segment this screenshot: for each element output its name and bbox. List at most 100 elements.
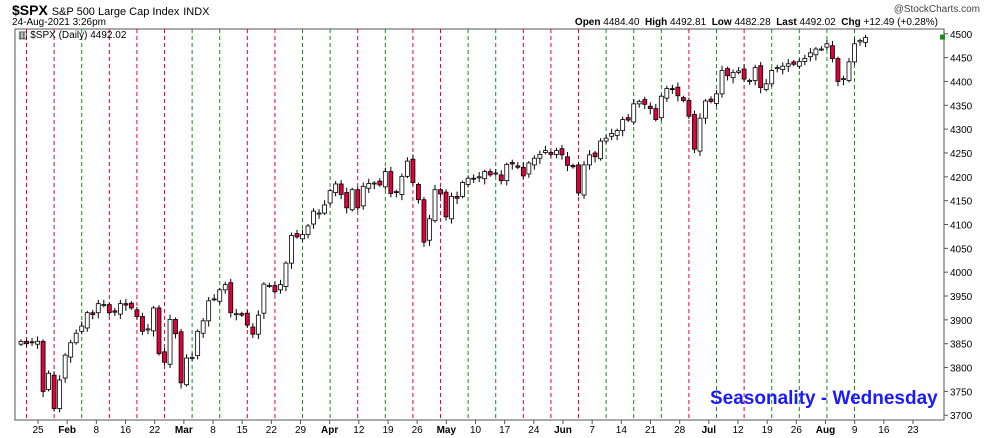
candle-body — [250, 326, 256, 335]
candle-body — [830, 45, 835, 59]
x-tick-label: 19 — [762, 425, 774, 436]
candle-body — [730, 71, 736, 79]
candle-body — [719, 70, 725, 95]
candle-body — [206, 300, 212, 322]
candle-body — [813, 48, 819, 56]
candle-body — [747, 80, 753, 82]
y-tick-label: 4350 — [950, 101, 973, 112]
candle-body — [841, 78, 846, 80]
chart-symbol: $SPX S&P 500 Large Cap Index INDX — [12, 2, 210, 18]
x-tick-label: 8 — [210, 425, 216, 436]
candle-body — [95, 303, 101, 314]
candle-body — [625, 117, 631, 121]
candle-body — [548, 152, 554, 155]
x-tick-label: 26 — [791, 425, 803, 436]
candle-body — [620, 119, 626, 131]
legend-icon: ▥ — [18, 30, 28, 41]
x-tick-label: 19 — [382, 425, 394, 436]
candle-body — [835, 58, 841, 82]
x-tick-label: Jun — [554, 425, 572, 436]
candle-body — [228, 282, 234, 314]
candle-body — [167, 318, 173, 365]
candle-body — [316, 212, 322, 215]
x-tick-label: 10 — [470, 425, 482, 436]
x-tick-label: 14 — [616, 425, 628, 436]
candle-body — [289, 235, 294, 264]
candle-body — [410, 158, 416, 183]
x-tick-label: 12 — [732, 425, 744, 436]
x-tick-label: 25 — [32, 425, 44, 436]
candle-body — [29, 341, 35, 344]
candle-body — [664, 88, 670, 99]
y-tick-label: 3950 — [950, 292, 973, 303]
candle-body — [565, 156, 570, 166]
candle-body — [382, 171, 388, 188]
candle-body — [404, 160, 410, 177]
x-tick-label: 12 — [353, 425, 365, 436]
candle-body — [278, 284, 283, 291]
candle-body — [603, 137, 609, 142]
candle-body — [681, 97, 686, 101]
candle-body — [824, 43, 830, 48]
candle-body — [857, 40, 863, 43]
y-tick-label: 4000 — [950, 268, 973, 279]
x-tick-label: 8 — [94, 425, 100, 436]
candle-body — [780, 65, 786, 70]
x-tick-label: 7 — [589, 425, 595, 436]
last-label: Last — [776, 17, 797, 28]
candle-body — [543, 150, 548, 153]
chg-value: +12.49 (+0.28%) — [863, 17, 939, 28]
candle-body — [725, 68, 730, 77]
candle-body — [531, 157, 537, 166]
candle-body — [355, 189, 361, 209]
candle-body — [515, 165, 521, 168]
candle-body — [393, 191, 399, 193]
candle-body — [344, 192, 350, 209]
candle-body — [68, 342, 74, 358]
candle-body — [819, 48, 824, 51]
x-tick-label: 16 — [878, 425, 890, 436]
candle-body — [349, 189, 355, 211]
candle-body — [162, 351, 167, 363]
candle-body — [493, 172, 499, 175]
x-tick-label: 16 — [120, 425, 132, 436]
last-value: 4492.02 — [799, 17, 836, 28]
candle-body — [708, 98, 714, 102]
candle-body — [184, 357, 190, 386]
candle-body — [200, 320, 206, 334]
candle-body — [222, 284, 228, 291]
candle-body — [846, 61, 852, 81]
candle-body — [774, 67, 780, 70]
candle-body — [421, 199, 427, 243]
candle-body — [752, 67, 758, 81]
candle-body — [581, 164, 587, 196]
candle-body — [642, 99, 648, 105]
y-tick-label: 4300 — [950, 125, 973, 136]
candle-body — [559, 148, 565, 156]
candle-body — [101, 304, 107, 307]
x-tick-label: 17 — [499, 425, 511, 436]
candle-body — [609, 133, 615, 137]
candle-body — [443, 191, 449, 218]
candle-body — [305, 225, 311, 235]
plot-frame — [14, 28, 945, 421]
candle-body — [283, 262, 289, 287]
chg-label: Chg — [841, 17, 861, 28]
x-tick-label: 29 — [295, 425, 307, 436]
candle-body — [741, 68, 747, 80]
candle-body — [498, 174, 504, 182]
x-tick-label: Mar — [175, 425, 193, 436]
legend-text: $SPX (Daily) 4492.02 — [30, 30, 127, 41]
candle-body — [327, 190, 333, 204]
stockcharts-brand[interactable]: @StockCharts.com — [893, 4, 980, 15]
candle-body — [272, 285, 278, 293]
series-legend: ▥ $SPX (Daily) 4492.02 — [18, 30, 126, 41]
candle-body — [416, 184, 421, 201]
candle-body — [647, 105, 653, 110]
candle-body — [852, 43, 857, 63]
candle-body — [134, 309, 140, 317]
index-name: S&P 500 Large Cap Index — [51, 6, 180, 18]
candle-body — [79, 325, 85, 332]
candle-body — [554, 150, 559, 155]
